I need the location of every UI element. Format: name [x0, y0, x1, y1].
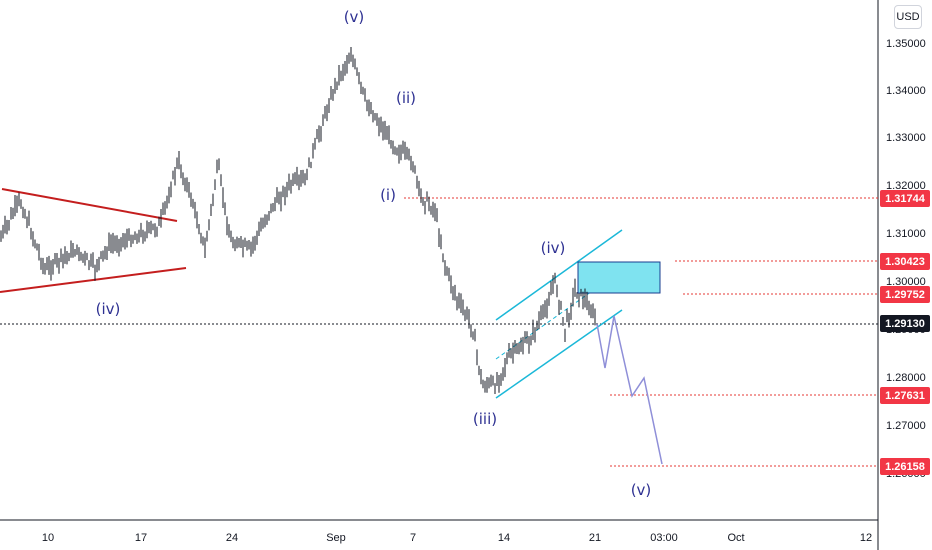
svg-text:1.26158: 1.26158 [885, 461, 925, 473]
channel-upper-line[interactable] [495, 229, 623, 321]
time-tick: Sep [326, 532, 346, 544]
time-tick: 7 [410, 532, 416, 544]
svg-text:1.27631: 1.27631 [885, 390, 925, 402]
time-tick: 14 [498, 532, 510, 544]
time-tick: 24 [226, 532, 238, 544]
price-tick: 1.31000 [886, 228, 926, 240]
price-label-129752: 1.29752 [880, 286, 930, 303]
wave-label-ii: (ii) [396, 89, 416, 107]
triangle-lower-trendline[interactable] [0, 267, 187, 293]
price-label-127631: 1.27631 [880, 387, 930, 404]
price-tick: 1.30000 [886, 276, 926, 288]
price-label-130423: 1.30423 [880, 253, 930, 270]
price-tick: 1.33000 [886, 132, 926, 144]
time-tick: 21 [589, 532, 601, 544]
wave-label-iii: (iii) [473, 410, 497, 428]
time-tick: 12 [860, 532, 872, 544]
price-tick: 1.34000 [886, 85, 926, 97]
candlestick-series [0, 46, 596, 395]
svg-text:1.31744: 1.31744 [885, 193, 926, 205]
price-label-current: 1.29130 [880, 315, 930, 332]
wave-label-i: (i) [380, 186, 396, 204]
wave-label-iv-right: (iv) [541, 239, 566, 257]
time-axis[interactable]: 10 17 24 Sep 7 14 21 03:00 Oct 12 [42, 532, 872, 544]
currency-button[interactable]: USD [894, 5, 922, 29]
target-zone-box[interactable] [577, 261, 661, 294]
wave-label-iv-left: (iv) [96, 300, 121, 318]
price-axis[interactable]: 1.35000 1.34000 1.33000 1.32000 1.31000 … [886, 38, 926, 480]
channel-lower-line[interactable] [495, 309, 623, 399]
wave-label-v-top: (v) [344, 8, 365, 26]
time-tick: 10 [42, 532, 54, 544]
triangle-upper-trendline[interactable] [1, 188, 178, 222]
price-tick: 1.35000 [886, 38, 926, 50]
price-tick: 1.32000 [886, 180, 926, 192]
svg-text:1.30423: 1.30423 [885, 256, 925, 268]
time-tick: 17 [135, 532, 147, 544]
time-tick: 03:00 [650, 532, 678, 544]
price-label-131744: 1.31744 [880, 190, 930, 207]
projected-wave-path[interactable] [596, 315, 663, 465]
wave-label-v-target: (v) [631, 481, 652, 499]
svg-text:1.29752: 1.29752 [885, 289, 925, 301]
price-tick: 1.27000 [886, 420, 926, 432]
price-label-126158: 1.26158 [880, 458, 930, 475]
price-tick: 1.28000 [886, 372, 926, 384]
svg-text:1.29130: 1.29130 [885, 318, 925, 330]
time-tick: Oct [727, 532, 744, 544]
